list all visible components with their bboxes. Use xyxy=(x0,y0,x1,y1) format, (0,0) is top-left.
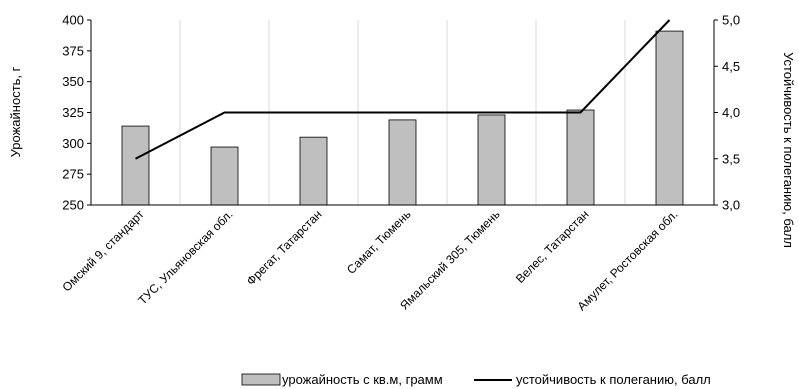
left-tick-label: 275 xyxy=(62,167,84,182)
bar xyxy=(388,119,417,206)
category-label: Фрегат, Татарстан xyxy=(244,207,325,288)
bar-series xyxy=(121,30,684,206)
left-tick-label: 300 xyxy=(62,136,84,151)
right-tick-label: 4,5 xyxy=(722,59,740,74)
legend-bar-swatch xyxy=(241,373,281,386)
bar xyxy=(566,109,595,206)
bar xyxy=(477,114,506,206)
bar xyxy=(210,146,239,206)
right-tick-label: 5,0 xyxy=(722,13,740,28)
right-tick-label: 3,0 xyxy=(722,198,740,213)
left-tick-label: 375 xyxy=(62,43,84,58)
category-label: Самат, Тюмень xyxy=(344,207,414,277)
left-axis-title: Урожайность, г xyxy=(8,66,23,157)
category-label: Велес, Татарстан xyxy=(513,207,592,286)
legend-line-label: устойчивость к полеганию, балл xyxy=(516,372,711,387)
stability-line xyxy=(135,19,671,160)
left-tick-label: 250 xyxy=(62,198,84,213)
right-tick-label: 4,0 xyxy=(722,105,740,120)
left-axis-ticks: 250 275 300 325 350 375 400 xyxy=(62,13,91,213)
legend: урожайность с кв.м, грамм устойчивость к… xyxy=(241,372,711,387)
category-label: Ямальский 305, Тюмень xyxy=(397,207,502,312)
left-tick-label: 325 xyxy=(62,105,84,120)
category-label: Амулет, Ростовская обл. xyxy=(575,207,681,313)
bar xyxy=(655,30,684,206)
legend-bar-label: урожайность с кв.м, грамм xyxy=(282,372,443,387)
category-label: ТУС, Ульяновская обл. xyxy=(135,207,235,307)
category-label: Омский 9, стандарт xyxy=(60,207,147,294)
right-axis-title: Устойчивость к полеганию, балл xyxy=(781,52,796,248)
right-axis-ticks: 3,0 3,5 4,0 4,5 5,0 xyxy=(714,13,740,213)
bar xyxy=(121,125,150,206)
right-tick-label: 3,5 xyxy=(722,151,740,166)
line-series xyxy=(135,19,671,160)
left-tick-label: 400 xyxy=(62,13,84,28)
bar xyxy=(299,136,328,206)
left-tick-label: 350 xyxy=(62,74,84,89)
